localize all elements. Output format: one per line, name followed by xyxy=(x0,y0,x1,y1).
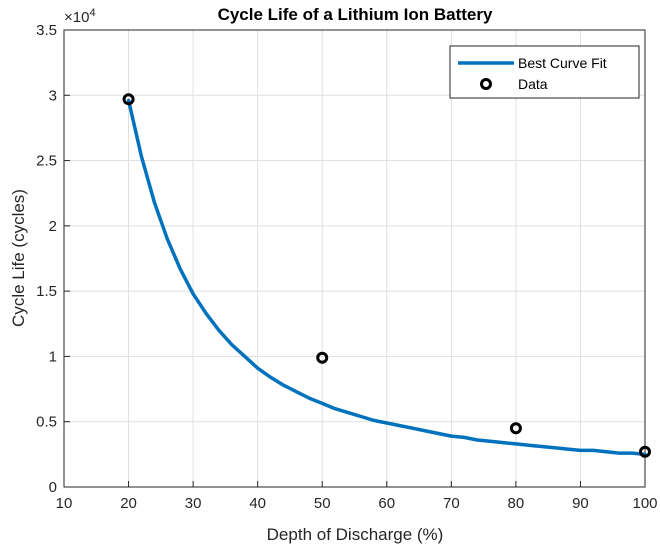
x-tick-label: 50 xyxy=(314,495,331,512)
grid-lines xyxy=(63,29,646,488)
y-tick-label: 1.5 xyxy=(36,283,57,300)
y-exponent-base: ×10 xyxy=(64,9,89,26)
y-tick-label: 0 xyxy=(49,479,57,496)
legend-box xyxy=(449,45,640,99)
x-tick-label: 10 xyxy=(56,495,73,512)
y-tick-label: 0.5 xyxy=(36,414,57,431)
plot-area-frame xyxy=(63,29,646,488)
y-tick-label: 2 xyxy=(49,218,57,235)
fit-curve xyxy=(126,98,647,457)
y-ticks: 0 0.5 1 1.5 2 2.5 3 3.5 xyxy=(36,22,70,496)
x-ticks: 10 20 30 40 50 60 70 80 90 100 xyxy=(56,481,658,512)
x-tick-label: 70 xyxy=(443,495,460,512)
series-layer xyxy=(122,93,651,458)
data-point xyxy=(509,422,522,435)
chart-title: Cycle Life of a Lithium Ion Battery xyxy=(218,5,493,24)
data-point xyxy=(122,93,135,106)
x-tick-label: 80 xyxy=(508,495,525,512)
svg-text:×104: ×104 xyxy=(64,7,96,26)
y-tick-label: 3 xyxy=(49,87,57,104)
y-tick-label: 3.5 xyxy=(36,22,57,39)
x-tick-label: 30 xyxy=(185,495,202,512)
x-tick-label: 60 xyxy=(378,495,395,512)
legend-label-fit: Best Curve Fit xyxy=(518,55,607,71)
x-tick-label: 40 xyxy=(249,495,266,512)
data-point xyxy=(639,445,651,458)
x-tick-label: 100 xyxy=(632,495,657,512)
y-tick-label: 1 xyxy=(49,348,57,365)
y-tick-label: 2.5 xyxy=(36,153,57,170)
y-axis-label: Cycle Life (cycles) xyxy=(9,189,28,327)
x-tick-label: 90 xyxy=(572,495,589,512)
x-tick-label: 20 xyxy=(120,495,137,512)
y-exponent-power: 4 xyxy=(89,7,95,19)
y-exponent-label: ×104 xyxy=(64,7,96,26)
legend: Best Curve Fit Data xyxy=(449,45,640,99)
data-point xyxy=(316,351,329,364)
legend-label-data: Data xyxy=(518,76,548,92)
legend-marker-swatch xyxy=(480,78,492,90)
x-axis-label: Depth of Discharge (%) xyxy=(267,525,444,544)
